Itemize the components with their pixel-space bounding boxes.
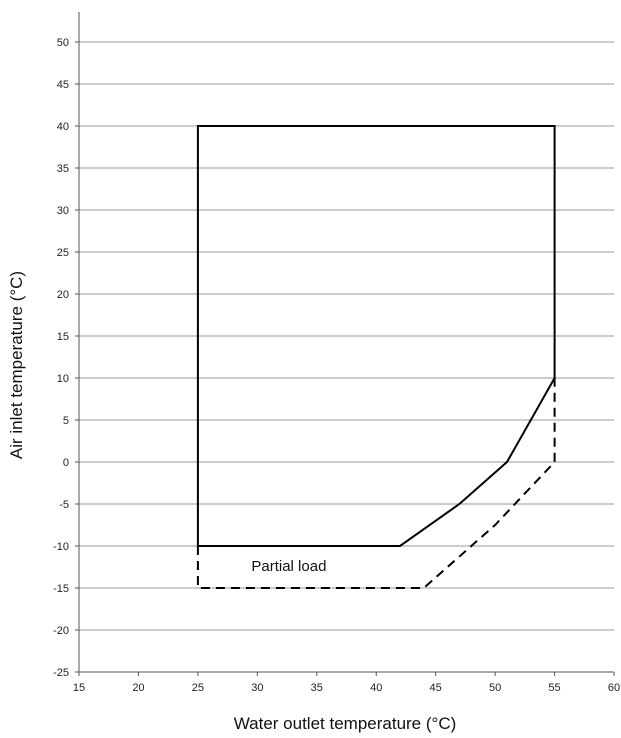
y-tick-label: 20: [57, 289, 69, 301]
y-tick-label: -15: [53, 583, 69, 595]
full-load-boundary-line: [196, 125, 556, 547]
x-tick-label: 60: [608, 682, 620, 694]
x-tick-label: 20: [132, 682, 144, 694]
y-tick-label: 35: [57, 163, 69, 175]
annotations-group: Partial load: [251, 558, 326, 575]
y-tick-label: 50: [57, 37, 69, 49]
y-tick-label: 30: [57, 205, 69, 217]
partial-load-boundary-line: [196, 378, 556, 589]
y-tick-label: 5: [63, 415, 69, 427]
y-tick-label: 15: [57, 331, 69, 343]
y-tick-label: -20: [53, 625, 69, 637]
x-tick-label: 40: [370, 682, 382, 694]
y-tick-label: -10: [53, 541, 69, 553]
y-tick-label: -25: [53, 667, 69, 679]
y-tick-label: 10: [57, 373, 69, 385]
y-tick-label: 0: [63, 457, 69, 469]
y-axis-title: Air inlet temperature (°C): [7, 271, 26, 459]
tick-labels: -25 -20 -15 -10 -5 0 5 10 15 20 25 30 35 40 45 50 15 20 25…: [53, 37, 620, 694]
x-tick-label: 45: [430, 682, 442, 694]
x-tick-label: 30: [251, 682, 263, 694]
y-tick-label: -5: [59, 499, 69, 511]
x-tick-label: 25: [192, 682, 204, 694]
x-axis-title: Water outlet temperature (°C): [234, 714, 457, 733]
partial-load-label: Partial load: [251, 558, 326, 575]
y-tick-label: 40: [57, 121, 69, 133]
x-tick-label: 55: [548, 682, 560, 694]
y-tick-label: 25: [57, 247, 69, 259]
y-tick-label: 45: [57, 79, 69, 91]
axes: [75, 12, 615, 676]
x-tick-label: 15: [73, 682, 85, 694]
x-tick-label: 50: [489, 682, 501, 694]
gridlines: [79, 41, 614, 631]
series-group: [196, 125, 556, 589]
x-tick-label: 35: [311, 682, 323, 694]
